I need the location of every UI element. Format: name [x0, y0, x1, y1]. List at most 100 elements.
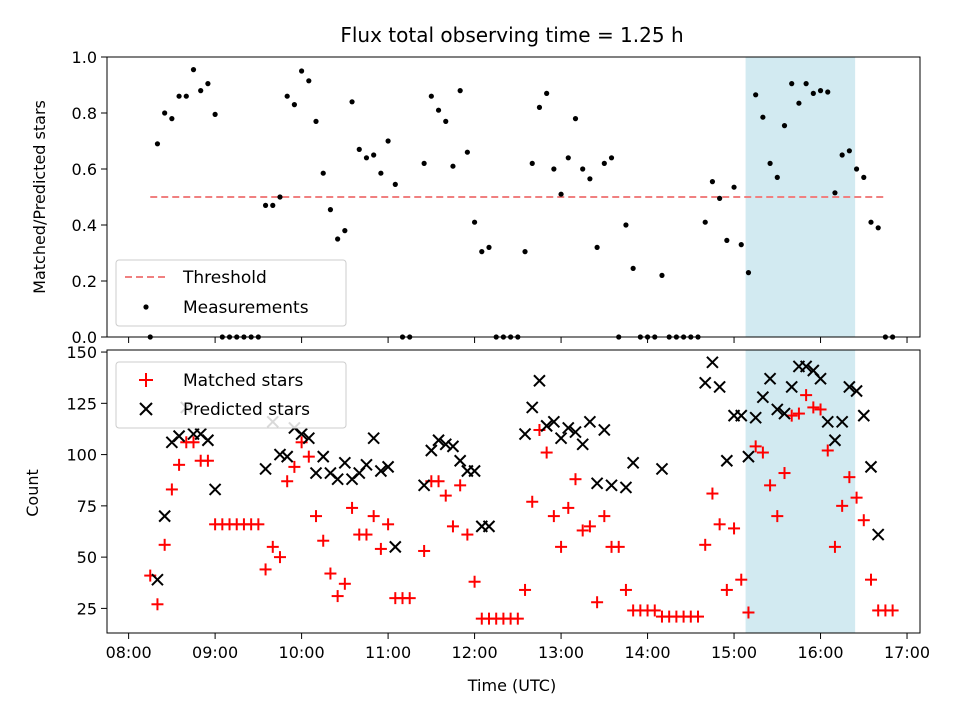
predicted-star-marker [562, 421, 575, 435]
measurement-point [861, 174, 867, 180]
measurement-point [594, 244, 600, 250]
x-tick-label: 12:00 [452, 643, 498, 662]
y-tick-label: 50 [77, 548, 97, 567]
matched-star-marker [511, 612, 524, 625]
legend: Threshold Measurements [115, 259, 347, 327]
predicted-star-marker [468, 464, 481, 478]
predicted-star-marker [756, 390, 770, 404]
measurement-point [630, 265, 636, 271]
legend-matched-swatch [139, 373, 153, 387]
matched-star-marker [800, 389, 813, 402]
x-axis-label: Time (UTC) [467, 676, 556, 695]
predicted-star-marker [699, 376, 712, 390]
predicted-star-marker [338, 456, 352, 469]
predicted-star-marker [706, 356, 719, 369]
predicted-star-marker [742, 450, 755, 463]
predicted-star-marker [749, 411, 762, 424]
predicted-star-marker [583, 415, 597, 428]
predicted-star-marker [835, 415, 849, 428]
measurement-point [774, 174, 780, 180]
predicted-star-marker [871, 528, 885, 541]
matched-star-marker [742, 606, 755, 619]
measurement-point [162, 110, 168, 116]
measurement-point [464, 149, 470, 155]
legend-predicted-swatch [139, 402, 153, 416]
measurement-point [270, 202, 276, 208]
y-tick-label: 0.8 [72, 104, 97, 123]
matched-star-marker [526, 495, 539, 508]
measurement-point [284, 93, 290, 99]
predicted-star-marker [713, 380, 726, 394]
matched-star-marker [828, 540, 841, 553]
measurement-point [183, 93, 189, 99]
measurement-point [320, 170, 326, 176]
predicted-star-marker [771, 403, 784, 416]
measurement-point [580, 166, 586, 172]
legend: Matched stars Predicted stars [115, 361, 347, 429]
predicted-star-marker [331, 472, 344, 486]
predicted-star-marker [526, 401, 539, 414]
predicted-star-marker [172, 429, 186, 443]
matched-star-marker [454, 479, 467, 492]
measurement-point [753, 92, 759, 98]
measurement-point [709, 179, 716, 185]
predicted-star-marker [785, 380, 798, 394]
matched-star-marker [540, 446, 553, 459]
predicted-star-marker [309, 466, 323, 480]
measurement-point [262, 202, 269, 208]
measurement-point [169, 116, 175, 122]
measurement-point [356, 146, 362, 152]
predicted-star-marker [547, 415, 561, 428]
measurement-point [190, 67, 197, 73]
matched-star-marker [886, 604, 899, 617]
matched-star-marker [418, 544, 431, 557]
x-tick-label: 17:00 [884, 643, 930, 662]
predicted-star-marker [367, 431, 380, 445]
measurement-point [385, 138, 391, 144]
measurement-point [306, 78, 312, 84]
matched-star-marker [273, 551, 286, 564]
measurement-point [868, 219, 874, 225]
matched-star-marker [756, 446, 769, 459]
y-tick-label: 75 [77, 497, 97, 516]
measurement-point [767, 160, 773, 166]
measurement-point [299, 68, 305, 74]
measurement-point [875, 225, 881, 231]
y-tick-label: 0.6 [72, 160, 97, 179]
matched-star-marker [367, 510, 380, 523]
predicted-star-marker [151, 573, 164, 586]
y-tick-label: 100 [66, 446, 97, 465]
matched-star-marker [439, 489, 452, 502]
predicted-star-marker [864, 460, 878, 474]
measurement-point [745, 270, 752, 276]
predicted-star-marker [417, 479, 431, 492]
matched-star-marker [324, 567, 337, 580]
matched-star-marker [843, 471, 856, 484]
matched-star-marker [259, 563, 272, 576]
measurement-point [198, 88, 204, 94]
measurement-point [853, 166, 860, 172]
matched-star-marker [864, 573, 877, 586]
legend-threshold-label: Threshold [182, 268, 267, 288]
predicted-star-marker [446, 440, 460, 453]
matched-star-marker [619, 583, 632, 596]
predicted-star-marker [590, 477, 604, 490]
matched-star-marker [310, 510, 323, 523]
x-tick-label: 15:00 [711, 643, 757, 662]
x-axis-ticks: 08:00 09:00 10:00 11:00 12:00 13:00 14:00 15:00… [106, 633, 930, 662]
measurement-point [832, 190, 838, 196]
measurement-point [572, 116, 579, 122]
y-tick-label: 1.0 [72, 48, 97, 67]
measurement-point [551, 166, 557, 172]
predicted-star-marker [280, 450, 294, 463]
measurement-point [212, 111, 218, 117]
measurement-point [327, 207, 334, 213]
legend-measurements-label: Measurements [183, 298, 309, 318]
matched-star-marker [201, 454, 214, 467]
matched-star-marker [382, 518, 395, 531]
predicted-star-marker [821, 415, 834, 428]
matched-star-marker [771, 510, 784, 523]
matched-star-marker [598, 510, 611, 523]
plot-frame [106, 349, 921, 634]
matched-star-marker [612, 540, 625, 553]
